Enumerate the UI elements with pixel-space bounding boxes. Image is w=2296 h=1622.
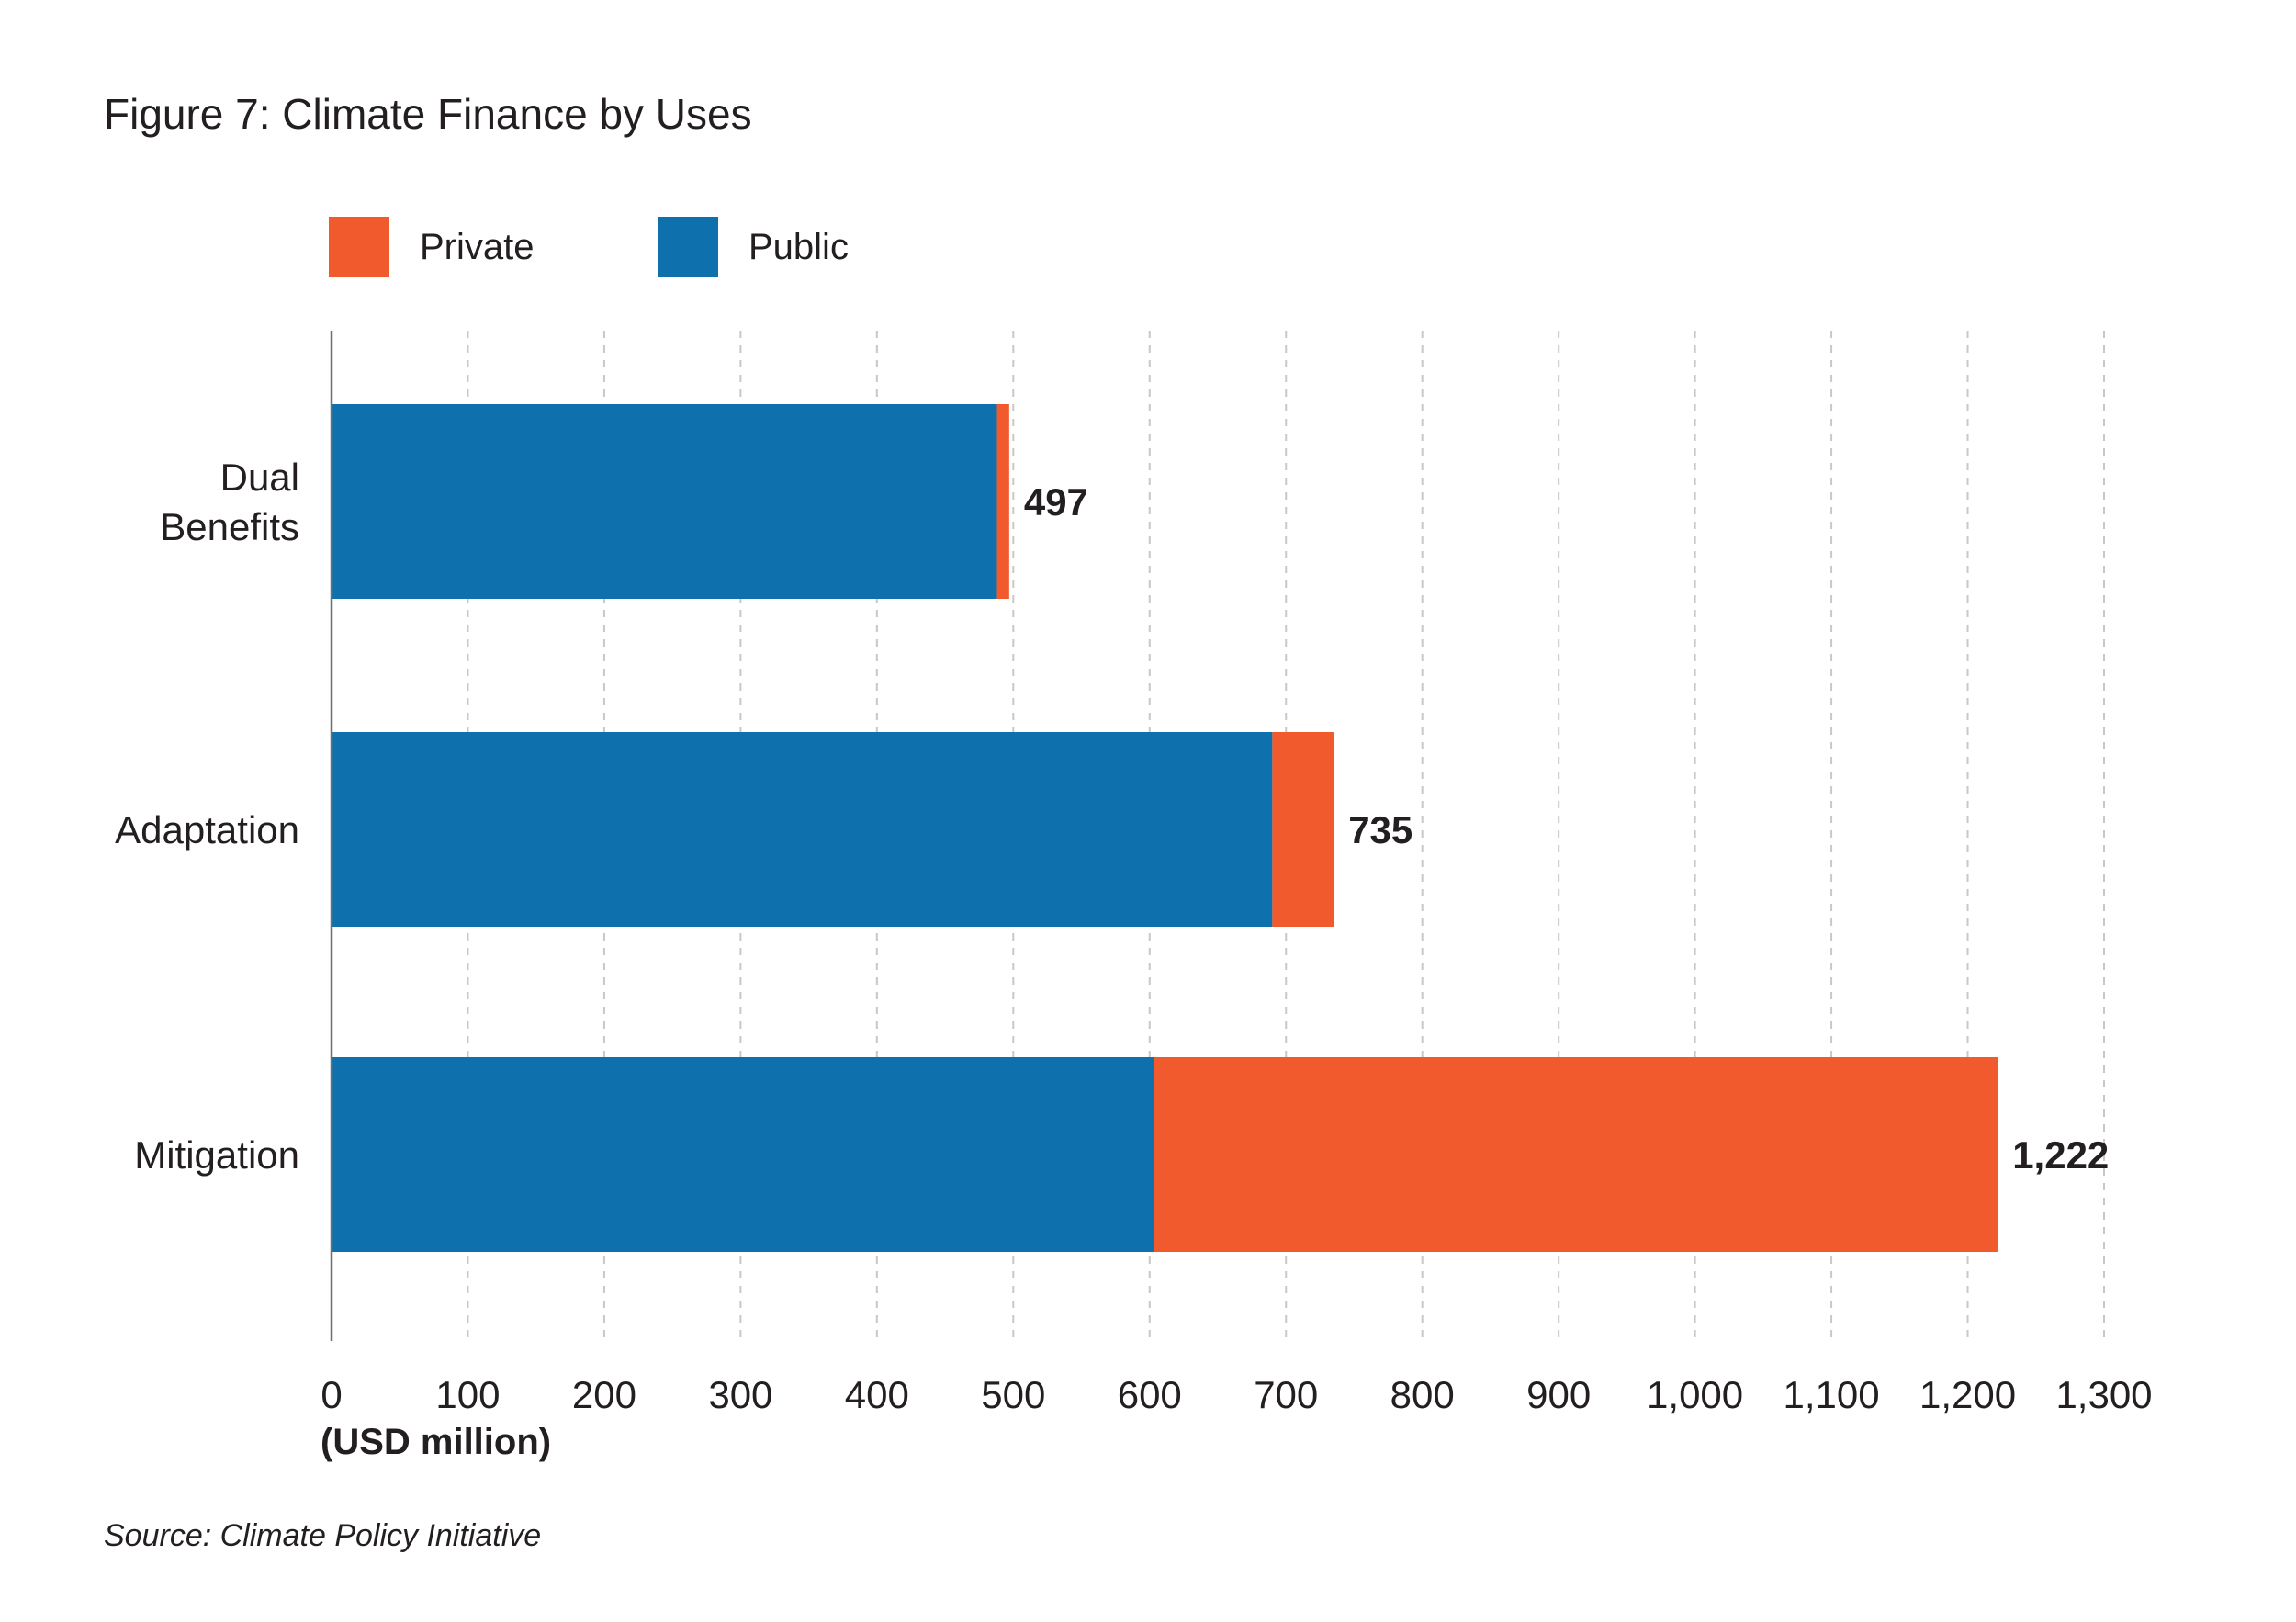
x-tick-label: 600 xyxy=(1118,1373,1182,1416)
x-tick-label: 700 xyxy=(1254,1373,1318,1416)
bar-total-label: 497 xyxy=(1024,480,1088,524)
bar-total-label: 735 xyxy=(1348,808,1412,851)
bar-private xyxy=(1154,1057,1998,1252)
bars xyxy=(332,404,1998,1252)
bar-private xyxy=(1272,732,1334,927)
category-label: Dual xyxy=(220,456,299,499)
category-label: Adaptation xyxy=(115,808,299,851)
x-tick-label: 0 xyxy=(321,1373,342,1416)
legend-swatch-private xyxy=(329,217,389,277)
legend-label-public: Public xyxy=(748,227,849,267)
x-tick-label: 1,100 xyxy=(1784,1373,1880,1416)
total-labels: 497 735 1,222 xyxy=(1024,480,2109,1177)
bar-public xyxy=(332,404,997,599)
x-axis-label: (USD million) xyxy=(321,1422,551,1462)
x-tick-label: 1,000 xyxy=(1647,1373,1743,1416)
bar-public xyxy=(332,1057,1154,1252)
x-tick-label: 300 xyxy=(708,1373,772,1416)
x-tick-label: 500 xyxy=(981,1373,1045,1416)
x-tick-label: 100 xyxy=(435,1373,500,1416)
chart-title: Figure 7: Climate Finance by Uses xyxy=(104,90,752,138)
x-tick-label: 900 xyxy=(1526,1373,1591,1416)
source-note: Source: Climate Policy Initiative xyxy=(104,1518,541,1553)
x-tick-label: 400 xyxy=(845,1373,909,1416)
bar-public xyxy=(332,732,1273,927)
legend-swatch-public xyxy=(658,217,718,277)
bar-private xyxy=(996,404,1009,599)
x-tick-label: 800 xyxy=(1390,1373,1455,1416)
category-labels: Dual Benefits Adaptation Mitigation xyxy=(115,456,299,1177)
category-label: Mitigation xyxy=(134,1133,299,1177)
category-label: Benefits xyxy=(160,505,299,548)
legend-label-private: Private xyxy=(420,227,535,267)
bar-total-label: 1,222 xyxy=(2012,1133,2109,1177)
x-tick-label: 1,300 xyxy=(2055,1373,2152,1416)
x-tick-label: 1,200 xyxy=(1919,1373,2016,1416)
legend: Private Public xyxy=(329,217,849,277)
x-tick-labels: 0 100 200 300 400 500 600 700 800 900 1,000 1,100 1,… xyxy=(321,1373,2152,1416)
x-tick-label: 200 xyxy=(572,1373,636,1416)
